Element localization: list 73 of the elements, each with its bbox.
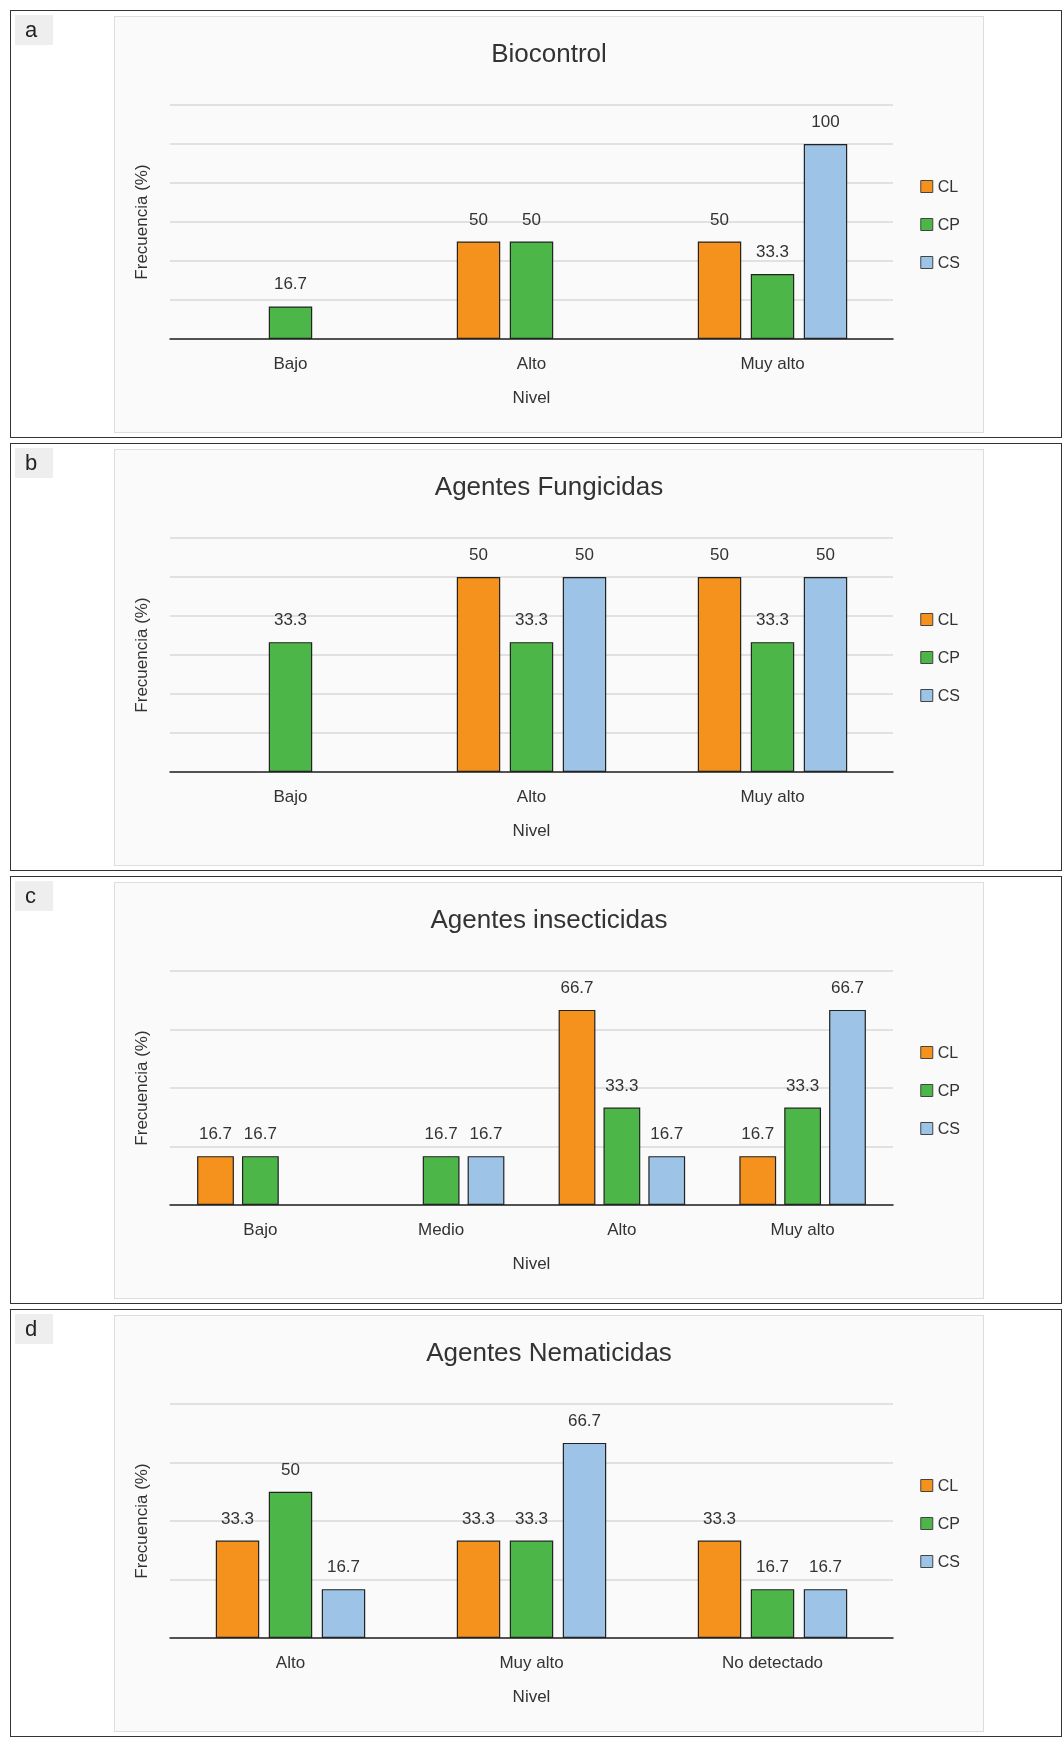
legend-label: CL xyxy=(937,178,959,195)
data-label: 50 xyxy=(522,209,541,229)
data-label: 33.3 xyxy=(786,1075,820,1095)
data-label: 50 xyxy=(710,209,729,229)
data-label: 33.3 xyxy=(273,610,308,630)
data-label: 16.7 xyxy=(243,1124,277,1144)
legend-label: CL xyxy=(937,611,959,628)
x-axis-title: Nivel xyxy=(512,1687,551,1706)
data-label: 33.3 xyxy=(755,610,790,630)
legend-label: CS xyxy=(937,1553,961,1570)
legend-label: CP xyxy=(937,216,961,233)
data-label: 16.7 xyxy=(424,1124,458,1144)
x-tick-label: Bajo xyxy=(243,1220,278,1239)
x-axis-title: Nivel xyxy=(512,388,551,407)
data-label: 16.7 xyxy=(741,1124,775,1144)
data-label: 50 xyxy=(469,209,488,229)
x-tick-label: Muy alto xyxy=(499,1653,564,1672)
data-label: 16.7 xyxy=(808,1557,843,1577)
data-label: 16.7 xyxy=(469,1124,503,1144)
data-label: 66.7 xyxy=(830,977,865,997)
data-label: 66.7 xyxy=(560,977,594,997)
legend-label: CL xyxy=(937,1477,959,1494)
data-label: 33.3 xyxy=(514,610,549,630)
x-tick-label: Alto xyxy=(516,787,547,806)
chart-title: Agentes Fungicidas xyxy=(434,471,664,501)
x-tick-label: Alto xyxy=(516,354,547,373)
data-label: 50 xyxy=(710,545,729,564)
data-label: 50 xyxy=(816,545,835,564)
text: b xyxy=(15,448,53,478)
data-label: 33.3 xyxy=(702,1508,737,1528)
x-tick-label: Medio xyxy=(417,1220,465,1239)
x-tick-label: Muy alto xyxy=(740,787,805,806)
data-label: 16.7 xyxy=(198,1124,233,1144)
x-tick-label: Muy alto xyxy=(770,1220,835,1239)
legend-label: CP xyxy=(937,1082,961,1099)
y-axis-title: Frecuencia (%) xyxy=(132,1463,151,1579)
x-tick-label: No detectado xyxy=(721,1653,824,1672)
data-label: 33.3 xyxy=(461,1508,496,1528)
y-axis-title: Frecuencia (%) xyxy=(132,1030,151,1146)
legend-label: CS xyxy=(937,1120,961,1137)
text: d xyxy=(15,1314,53,1344)
legend-label: CS xyxy=(937,254,961,271)
y-axis-title: Frecuencia (%) xyxy=(132,164,151,280)
data-label: 100 xyxy=(811,112,840,131)
legend-label: CS xyxy=(937,687,961,704)
text: c xyxy=(15,881,53,911)
chart-title: Biocontrol xyxy=(491,38,607,68)
chart-title: Agentes Nematicidas xyxy=(426,1337,672,1367)
x-tick-label: Muy alto xyxy=(740,354,805,373)
data-label: 50 xyxy=(469,545,488,564)
data-label: 50 xyxy=(575,545,594,564)
data-label: 33.3 xyxy=(605,1075,639,1095)
x-tick-label: Bajo xyxy=(273,787,308,806)
text: a xyxy=(15,15,53,45)
data-label: 16.7 xyxy=(273,274,308,294)
data-label: 16.7 xyxy=(326,1557,361,1577)
data-label: 50 xyxy=(281,1459,300,1479)
data-label: 33.3 xyxy=(755,242,790,262)
x-tick-label: Alto xyxy=(607,1220,637,1239)
data-label: 33.3 xyxy=(220,1508,255,1528)
chart-title: Agentes insecticidas xyxy=(430,904,668,934)
x-axis-title: Nivel xyxy=(512,1254,551,1273)
x-axis-title: Nivel xyxy=(512,821,551,840)
legend-label: CP xyxy=(937,1515,961,1532)
legend-label: CP xyxy=(937,649,961,666)
data-label: 16.7 xyxy=(755,1557,790,1577)
legend-label: CL xyxy=(937,1044,959,1061)
x-tick-label: Bajo xyxy=(273,354,308,373)
data-label: 66.7 xyxy=(567,1410,602,1430)
data-label: 16.7 xyxy=(650,1124,684,1144)
x-tick-label: Alto xyxy=(275,1653,306,1672)
y-axis-title: Frecuencia (%) xyxy=(132,597,151,713)
data-label: 33.3 xyxy=(514,1508,549,1528)
